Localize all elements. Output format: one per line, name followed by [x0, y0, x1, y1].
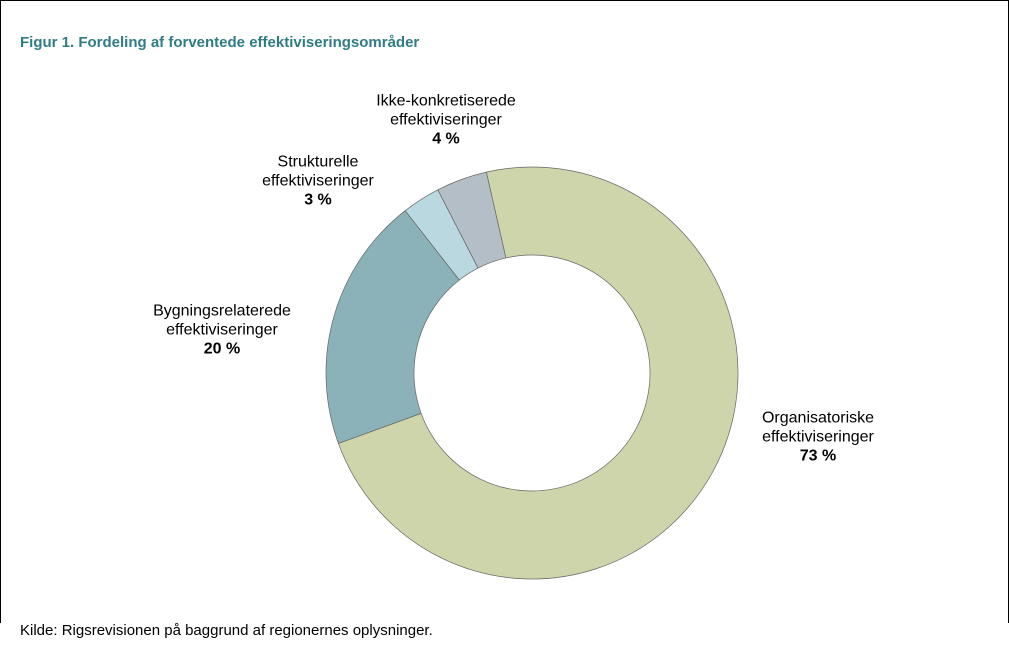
value-label: 4 %	[432, 130, 460, 148]
value-label: 73 %	[799, 447, 837, 465]
category-label: Organisatoriske effektiviseringer	[761, 409, 875, 446]
segment-label: Strukturelle effektiviseringer 3 %	[223, 153, 413, 210]
chart-title: Figur 1. Fordeling af forventede effekti…	[20, 34, 420, 51]
donut-segment	[437, 171, 507, 269]
segment-label: Organisatoriske effektiviseringer 73 %	[723, 409, 913, 466]
category-label: Bygningsrelaterede effektiviseringer	[153, 302, 291, 339]
segment-label: Bygningsrelaterede effektiviseringer 20 %	[127, 302, 317, 359]
donut-segment	[325, 210, 460, 444]
value-label: 3 %	[304, 191, 332, 209]
segment-label: Ikke-konkretiserede effektiviseringer 4 %	[351, 92, 541, 149]
value-label: 20 %	[203, 340, 241, 358]
donut-segment	[337, 166, 739, 580]
category-label: Ikke-konkretiserede effektiviseringer	[376, 92, 516, 129]
category-label: Strukturelle effektiviseringer	[262, 153, 374, 190]
source: Kilde: Rigsrevisionen på baggrund af reg…	[20, 622, 433, 639]
